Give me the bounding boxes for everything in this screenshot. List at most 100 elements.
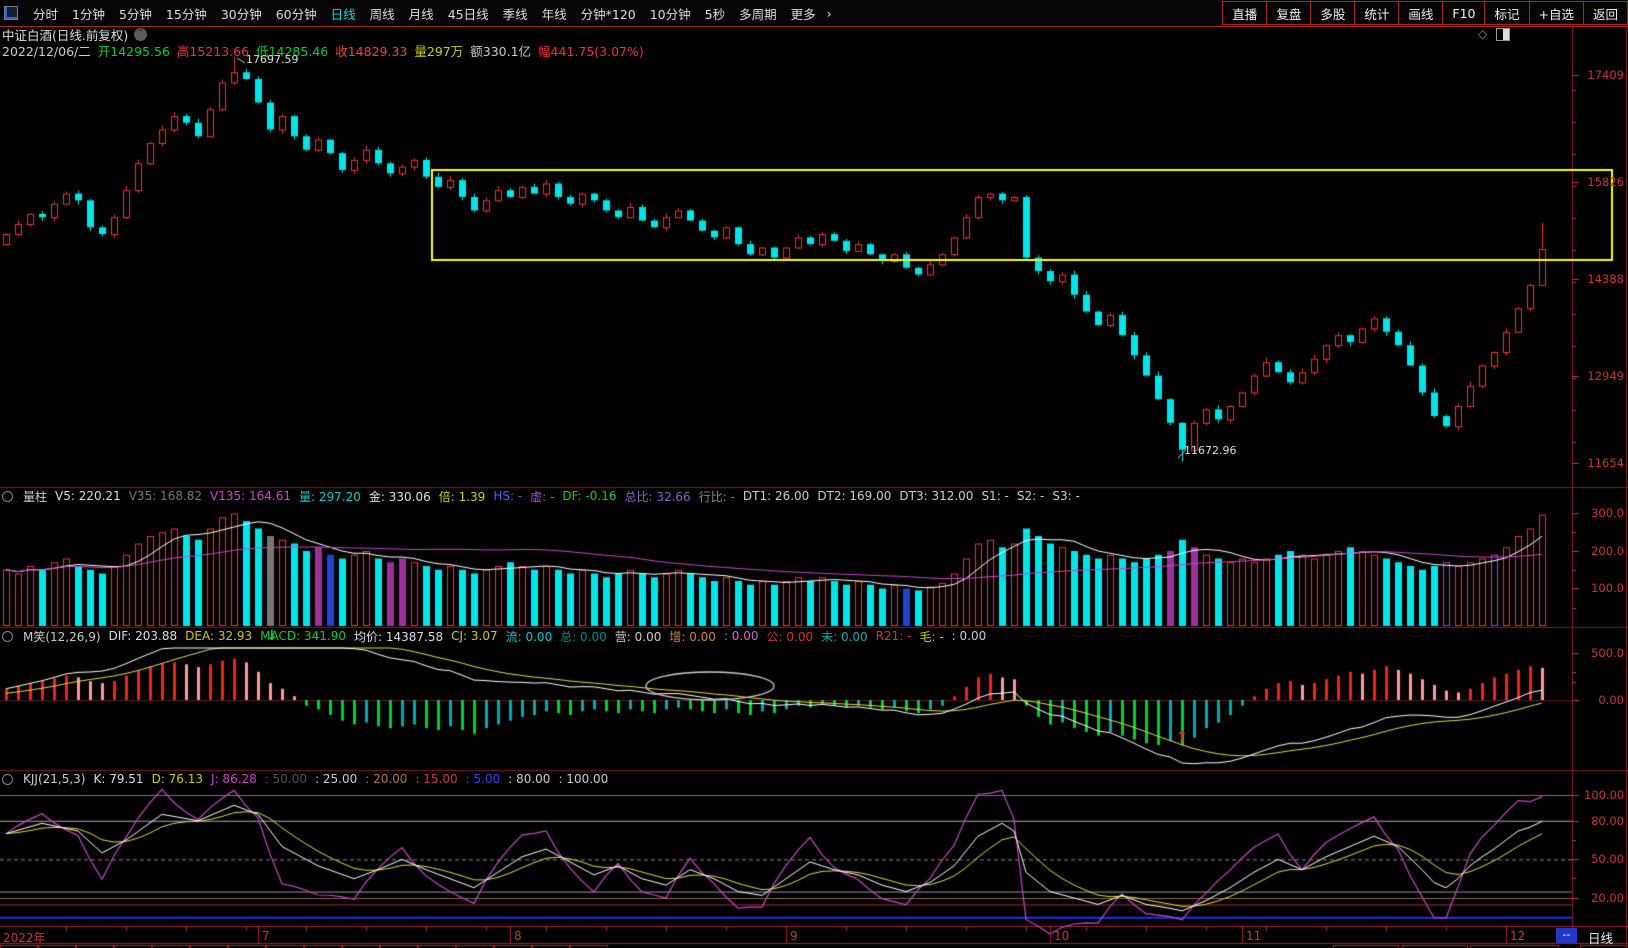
period-item-5分钟[interactable]: 5分钟: [118, 6, 152, 22]
month-label-7: 7: [262, 929, 270, 943]
period-item-分钟*120[interactable]: 分钟*120: [580, 6, 636, 22]
kdj-axis-tick-label: 80.00: [1591, 814, 1624, 828]
period-item-60分钟[interactable]: 60分钟: [275, 6, 317, 22]
period-item-10分钟[interactable]: 10分钟: [649, 6, 691, 22]
current-period-label[interactable]: 日线: [1588, 931, 1614, 946]
label-segment: : 0.00: [951, 629, 987, 643]
label-segment: 金: 330.06: [368, 489, 431, 504]
split-view-icon[interactable]: [1496, 27, 1511, 41]
label-segment: 2022/12/06/二: [2, 44, 91, 59]
label-segment: DIF: 203.88: [108, 629, 178, 643]
label-segment: 额330.1亿: [470, 44, 532, 59]
macd-axis-tick-label: 0.00: [1598, 693, 1624, 707]
toolbar-button-标记[interactable]: 标记: [1484, 2, 1528, 24]
label-segment: : 15.00: [415, 772, 458, 786]
chevron-down-circle-icon[interactable]: ˅: [134, 28, 148, 41]
label-segment: M笑(12,26,9): [23, 629, 101, 644]
label-segment: 公: 0.00: [766, 629, 814, 644]
month-label-8: 8: [514, 929, 522, 943]
label-segment: DF: -0.16: [562, 489, 617, 503]
label-segment: MACD: 341.90: [260, 629, 346, 643]
macd-axis-tick-label: 500.0: [1591, 646, 1624, 660]
year-label: 2022年: [3, 931, 46, 945]
month-label-11: 11: [1246, 929, 1262, 943]
label-segment: 总比: 32.66: [624, 489, 691, 504]
label-segment: : 0.00: [723, 629, 759, 643]
label-segment: DT1: 26.00: [742, 489, 810, 503]
title-right-icons: ◇: [1478, 27, 1511, 41]
indicator-toggle-icon[interactable]: [2, 490, 13, 502]
more-arrow-icon[interactable]: ›: [826, 5, 832, 21]
label-segment: 均价: 14387.58: [354, 629, 444, 644]
period-item-月线[interactable]: 月线: [408, 6, 434, 22]
label-segment: 行比: -: [698, 489, 735, 504]
toolbar-button-F10[interactable]: F10: [1442, 2, 1484, 24]
label-segment: 倍: 1.39: [438, 489, 486, 504]
macd-indicator-row[interactable]: M笑(12,26,9) DIF: 203.88 DEA: 32.93 MACD: 34…: [0, 628, 986, 644]
period-item-30分钟[interactable]: 30分钟: [220, 6, 262, 22]
period-item-日线[interactable]: 日线: [330, 6, 356, 22]
label-segment: : 25.00: [315, 772, 358, 786]
period-item-季线[interactable]: 季线: [502, 6, 528, 22]
trough-price-annotation: 11672.96: [1184, 444, 1237, 457]
app-icon[interactable]: [4, 6, 18, 20]
toolbar-button-统计[interactable]: 统计: [1354, 2, 1398, 24]
label-segment: V35: 168.82: [128, 489, 203, 503]
label-segment: 营: 0.00: [614, 629, 662, 644]
period-item-年线[interactable]: 年线: [541, 6, 567, 22]
month-label-12: 12: [1510, 929, 1526, 943]
main-axis-tick-label: 17409: [1587, 68, 1624, 82]
period-dash-button[interactable]: --: [1556, 928, 1577, 943]
label-segment: : 50.00: [264, 772, 307, 786]
title-row: 中证白酒(日线.前复权) ˅: [2, 27, 148, 43]
label-segment: S3: -: [1052, 489, 1080, 503]
toolbar-button-复盘[interactable]: 复盘: [1266, 2, 1310, 24]
peak-price-annotation: 17697.59: [246, 53, 299, 66]
label-segment: K: 79.51: [93, 772, 144, 786]
month-label-10: 10: [1054, 929, 1070, 943]
period-item-45日线[interactable]: 45日线: [447, 6, 489, 22]
label-segment: DT3: 312.00: [899, 489, 974, 503]
label-segment: 未: 0.00: [821, 629, 868, 644]
label-segment: 量柱: [23, 489, 48, 504]
ohlc-info-row: 2022/12/06/二 开14295.56 高15213.66 低14285.46 收…: [2, 41, 644, 59]
period-item-1分钟[interactable]: 1分钟: [72, 6, 105, 22]
volume-indicator-row[interactable]: 量柱 V5: 220.21 V35: 168.82 V135: 164.61 量: 29…: [0, 488, 1080, 504]
label-segment: 毛: -: [919, 629, 944, 644]
period-item-多周期[interactable]: 多周期: [739, 6, 777, 22]
label-segment: DEA: 32.93: [185, 629, 253, 643]
volume-axis-tick-label: 100.0: [1591, 581, 1624, 595]
period-item-5秒[interactable]: 5秒: [704, 6, 726, 22]
period-item-15分钟[interactable]: 15分钟: [165, 6, 207, 22]
label-segment: 幅441.75(3.07%): [538, 44, 644, 59]
indicator-toggle-icon[interactable]: [2, 630, 13, 642]
kdj-axis-tick-label: 20.00: [1591, 891, 1624, 905]
toolbar-buttons: 直播 复盘 多股 统计 画线 F10 标记 +自选 返回: [1222, 1, 1628, 25]
toolbar-button-直播[interactable]: 直播: [1232, 6, 1258, 22]
toolbar-button-多股[interactable]: 多股: [1310, 2, 1354, 24]
label-segment: : 20.00: [365, 772, 408, 786]
main-axis-tick-label: 11654: [1587, 456, 1624, 470]
label-segment: 收14829.33: [335, 44, 408, 59]
toolbar-button-返回[interactable]: 返回: [1582, 2, 1627, 24]
label-segment: CJ: 3.07: [451, 629, 498, 643]
period-item-周线[interactable]: 周线: [369, 6, 395, 22]
label-segment: D: 76.13: [151, 772, 204, 786]
toolbar-button-画线[interactable]: 画线: [1398, 2, 1442, 24]
label-segment: KJJ(21,5,3): [23, 772, 86, 786]
main-axis-tick-label: 12949: [1587, 369, 1624, 383]
label-segment: 开14295.56: [97, 44, 170, 59]
period-item-分时[interactable]: 分时: [33, 6, 59, 22]
diamond-icon[interactable]: ◇: [1478, 27, 1488, 41]
kdj-indicator-row[interactable]: KJJ(21,5,3) K: 79.51 D: 76.13 J: 86.28 : 50.…: [0, 771, 608, 787]
period-menubar: 分时 1分钟 5分钟 15分钟 30分钟 60分钟 日线 周线 月线 45日线 季线 年线 分钟*120…: [0, 0, 1628, 27]
toolbar-button-+自选[interactable]: +自选: [1528, 2, 1583, 24]
period-item-更多[interactable]: 更多: [790, 6, 816, 22]
label-segment: : 80.00: [508, 772, 551, 786]
label-segment: 低14285.46: [256, 44, 329, 59]
label-segment: 高15213.66: [176, 44, 250, 59]
indicator-toggle-icon[interactable]: [2, 773, 13, 785]
label-segment: J: 86.28: [211, 772, 257, 786]
